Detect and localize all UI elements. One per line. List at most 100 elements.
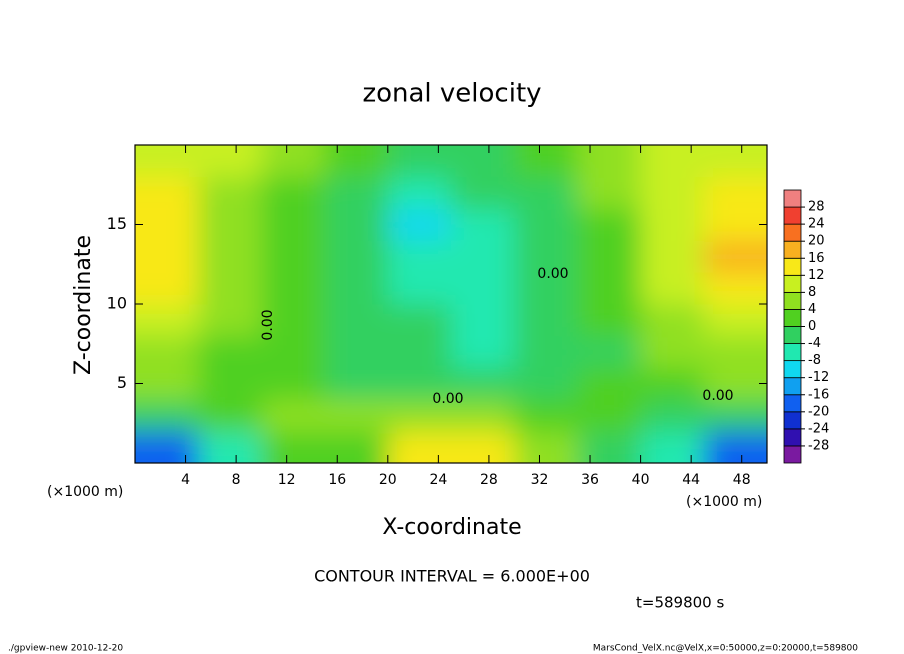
contour-label: 0.00 [432,391,463,407]
colorbar-box [783,360,802,379]
x-tick-label: 40 [632,472,650,488]
field-cell [703,176,767,210]
field-cell [135,399,199,432]
field-cell [451,176,515,210]
colorbar-box [783,206,802,225]
field-cell [451,399,515,432]
colorbar-label: 28 [808,200,825,215]
field-cell [451,335,515,369]
field-cell [577,399,642,432]
field-cell [640,145,705,178]
x-tick-label: 44 [682,472,700,488]
field-cell [640,335,705,369]
field-cell [703,240,767,273]
colorbar-label: -16 [808,387,829,402]
colorbar-box [783,394,802,413]
field-cell [514,240,578,273]
field-cell [198,176,262,210]
footer-right: MarsCond_VelX.nc@VelX,x=0:50000,z=0:2000… [593,644,858,654]
field-cell [514,367,578,400]
x-unit: (×1000 m) [686,494,762,510]
field-cell [514,145,578,178]
field-cells [135,145,767,463]
field-cell [514,208,578,241]
field-cell [387,145,452,178]
field-cell [577,431,642,463]
field-cell [324,145,389,178]
field-cell [261,304,326,337]
field-cell [703,304,767,337]
field-cell [261,176,326,210]
field-cell [703,335,767,369]
field-cell [261,272,326,305]
field-cell [198,208,262,241]
field-cell [261,431,326,463]
x-tick-label: 12 [278,472,296,488]
field-cell [514,335,578,369]
field-cell [514,304,578,337]
field-cell [514,431,578,463]
field-cell [451,208,515,241]
field-cell [324,335,389,369]
field-cell [324,367,389,400]
colorbar-label: 16 [808,251,825,266]
field-cell [703,399,767,432]
field-cell [451,145,515,178]
y-tick-label: 5 [117,373,127,392]
field-cell [324,176,389,210]
field-cell [135,176,199,210]
time-label: t=589800 s [636,594,724,612]
chart-title: zonal velocity [362,79,541,109]
field-cell [387,208,452,241]
colorbar-box [783,291,802,310]
x-tick-label: 16 [328,472,346,488]
field-cell [640,240,705,273]
colorbar-box [783,377,802,396]
colorbar-label: -24 [808,421,829,436]
field-cell [640,399,705,432]
colorbar-box [783,189,802,208]
field-cell [198,367,262,400]
field-cell [135,272,199,305]
field-cell [261,208,326,241]
field-cell [324,304,389,337]
colorbar-label: 4 [808,302,816,317]
field-cell [577,335,642,369]
field-cell [577,176,642,210]
field-cell [451,431,515,463]
field-cell [324,240,389,273]
field-cell [640,272,705,305]
colorbar-box [783,428,802,447]
y-tick-label: 10 [107,294,127,313]
field-cell [703,145,767,178]
field-cell [577,208,642,241]
x-tick-label: 8 [232,472,241,488]
contour-label: 0.00 [537,266,568,282]
field-cell [514,399,578,432]
field-cell [451,272,515,305]
x-tick-label: 20 [379,472,397,488]
field-cell [703,367,767,400]
field-cell [387,304,452,337]
colorbar-box [783,257,802,276]
field [135,145,767,463]
field-cell [703,208,767,241]
field-cell [640,208,705,241]
field-cell [640,431,705,463]
contour-label: 0.00 [260,309,276,340]
field-cell [198,145,262,178]
y-axis-label: Z-coordinate [71,235,96,375]
field-cell [387,431,452,463]
colorbar-box [783,326,802,344]
field-cell [324,399,389,432]
field-cell [387,335,452,369]
field-cell [198,399,262,432]
colorbar-box [783,223,802,242]
field-cell [577,145,642,178]
field-cell [387,176,452,210]
field-cell [577,304,642,337]
field-cell [135,240,199,273]
field-cell [451,367,515,400]
field-cell [577,272,642,305]
